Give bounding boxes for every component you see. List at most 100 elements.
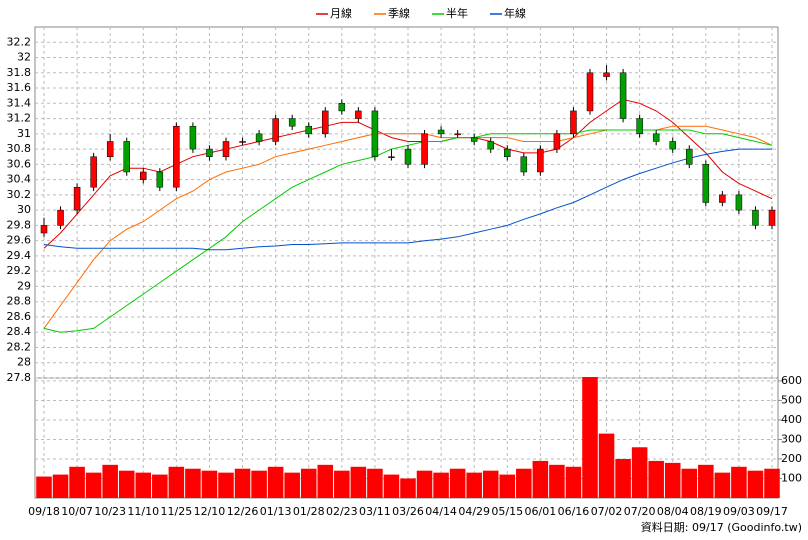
x-tick-label: 05/15 — [491, 505, 523, 518]
x-tick-label: 02/23 — [326, 505, 358, 518]
candle-body — [90, 156, 97, 188]
volume-bar — [284, 472, 300, 498]
volume-bar — [764, 468, 780, 498]
candle-body — [686, 148, 693, 165]
y-tick-label: 31.4 — [7, 96, 32, 109]
volume-bar — [135, 472, 152, 498]
candle-body — [454, 133, 461, 136]
volume-bar — [36, 476, 52, 498]
x-tick-label: 07/02 — [591, 505, 623, 518]
candle-body — [421, 133, 428, 165]
y-tick-label: 28.8 — [7, 295, 32, 308]
candle-body — [570, 110, 577, 135]
x-tick-label: 11/25 — [161, 505, 193, 518]
candle-body — [73, 186, 81, 211]
candle-body — [537, 148, 544, 173]
candle-body — [189, 125, 197, 150]
candle-body — [305, 125, 312, 135]
volume-bar — [218, 472, 234, 498]
volume-bar — [267, 466, 284, 498]
volume-bar — [416, 470, 433, 498]
candle-body — [504, 148, 511, 157]
candle-body — [586, 72, 594, 112]
candle-body — [652, 133, 660, 142]
y-tick-label: 29.2 — [7, 264, 32, 277]
y-tick-label: 30.8 — [7, 142, 32, 155]
x-tick-label: 04/14 — [425, 505, 457, 518]
candle-body — [288, 118, 296, 127]
candle-body — [206, 148, 213, 157]
candle-body — [404, 148, 412, 165]
volume-bar — [69, 466, 85, 498]
y-tick-label: 30.4 — [7, 173, 32, 186]
y-tick-label: 27.8 — [7, 371, 32, 384]
candle-body — [487, 141, 494, 150]
candle-body — [553, 133, 561, 150]
candle-body — [636, 118, 643, 135]
x-tick-label: 03/11 — [359, 505, 391, 518]
candle-body — [702, 164, 710, 203]
legend-label: 半年 — [446, 6, 468, 20]
y2-tick-label: 500 — [781, 393, 802, 406]
x-tick-label: 12/10 — [194, 505, 226, 518]
volume-bar — [383, 474, 400, 498]
candle-body — [57, 209, 64, 226]
volume-bar — [681, 468, 698, 498]
x-tick-label: 08/19 — [690, 505, 722, 518]
volume-bar — [102, 464, 118, 498]
x-tick-label: 01/13 — [260, 505, 292, 518]
candle-body — [603, 72, 610, 77]
candle-body — [768, 209, 776, 226]
candle-body — [140, 171, 147, 180]
candle-body — [272, 118, 279, 142]
footer: 資料日期: 09/17 (Goodinfo.tw) — [641, 520, 802, 534]
volume-bar — [234, 468, 251, 498]
volume-bar — [499, 474, 516, 498]
legend-label: 季線 — [388, 6, 410, 20]
x-tick-label: 04/29 — [458, 505, 490, 518]
candle-body — [40, 225, 48, 234]
candle-body — [222, 141, 230, 157]
volume-bar — [317, 464, 334, 498]
volume-bar — [631, 447, 648, 498]
candle-body — [322, 110, 329, 135]
y-tick-label: 30 — [17, 203, 31, 216]
x-tick-label: 07/20 — [624, 505, 656, 518]
candle-body — [106, 141, 114, 157]
y-tick-label: 28.4 — [7, 325, 32, 338]
candle-body — [371, 110, 379, 157]
volume-bar — [714, 472, 731, 498]
y-tick-label: 30.2 — [7, 188, 32, 201]
volume-bar — [532, 460, 549, 498]
y-tick-label: 32 — [17, 51, 31, 64]
y-tick-label: 31.2 — [7, 112, 32, 125]
volume-bar — [449, 468, 466, 498]
x-tick-label: 08/04 — [657, 505, 689, 518]
x-tick-label: 09/03 — [723, 505, 755, 518]
x-tick-label: 09/18 — [28, 505, 60, 518]
y2-tick-label: 200 — [781, 452, 802, 465]
candle-body — [735, 194, 743, 211]
legend: 月線 季線 半年 年線 — [316, 6, 526, 20]
volume-bar — [648, 460, 664, 498]
volume-bar — [615, 458, 631, 498]
candle-body — [619, 72, 627, 119]
volume-bar — [516, 468, 532, 498]
candle-body — [437, 129, 445, 135]
y-tick-label: 31 — [17, 127, 31, 140]
volume-bar — [582, 377, 598, 498]
volume-bar — [549, 464, 565, 498]
x-tick-label: 10/07 — [61, 505, 93, 518]
y-tick-label: 29.4 — [7, 249, 32, 262]
volume-bar — [251, 470, 267, 498]
candle-body — [239, 141, 246, 143]
candle-body — [338, 103, 346, 112]
candle-body — [719, 194, 726, 203]
volume-bar — [300, 468, 317, 498]
volume-bar — [565, 466, 582, 498]
legend-label: 年線 — [504, 6, 526, 20]
candle-body — [470, 137, 478, 142]
candle-body — [355, 110, 362, 119]
volume-bar — [185, 468, 201, 498]
